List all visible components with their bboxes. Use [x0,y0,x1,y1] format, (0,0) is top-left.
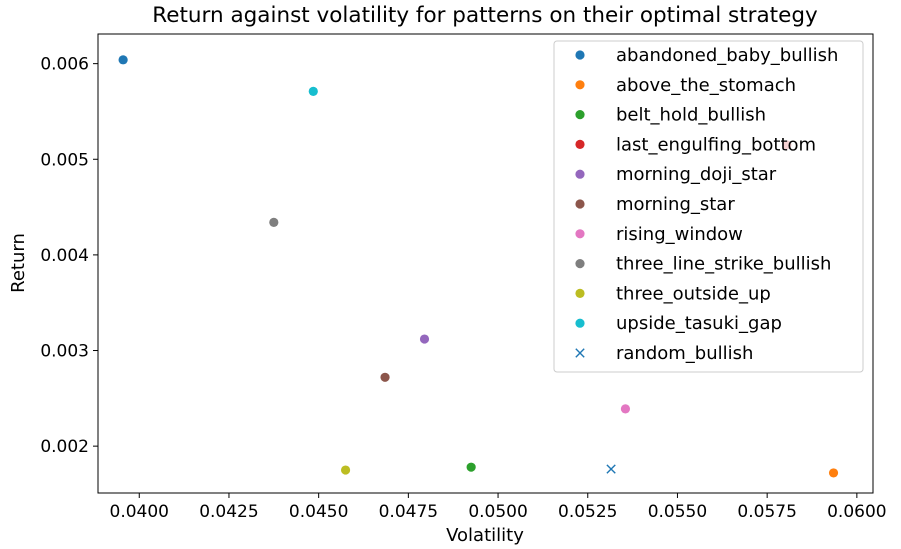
legend-marker [575,318,585,328]
y-tick-label: 0.002 [40,437,89,457]
data-point-upside-tasuki-gap [308,86,318,96]
legend-marker [575,110,585,120]
y-tick-label: 0.004 [40,246,89,266]
x-tick-label: 0.0575 [737,502,796,522]
data-point-three-outside-up [340,465,351,475]
x-axis: 0.0400 0.0425 0.0450 0.0475 0.0500 0.0525 0.05… [110,493,887,522]
legend-marker [575,139,585,149]
x-tick-label: 0.0425 [199,502,258,522]
legend-marker [575,229,585,239]
y-tick-label: 0.003 [40,342,89,362]
legend-label: morning_star [616,194,735,215]
data-point-rising-window [620,404,631,414]
data-point-morning-star [380,372,390,382]
legend-marker [575,199,585,209]
data-point-above-the-stomach [828,468,839,478]
data-point-three-line-strike-bullish [269,217,279,227]
legend: abandoned_baby_bullish above_the_stomachb… [553,40,864,373]
legend-label: belt_hold_bullish [616,105,766,126]
legend-label: last_engulfing_bottom [616,134,816,155]
x-tick-label: 0.0600 [827,502,886,522]
legend-label: rising_window [616,224,743,245]
plot-frame [97,33,874,494]
x-tick-label: 0.0475 [379,502,438,522]
chart-title: Return against volatility for patterns o… [152,3,818,28]
legend-label: upside_tasuki_gap [616,313,782,334]
legend-label: above_the_stomach [616,75,796,96]
data-point-belt-hold-bullish [466,462,476,472]
legend-marker [575,169,585,179]
x-tick-label: 0.0550 [648,502,707,522]
y-axis: 0.002 0.003 0.004 0.005 0.006 [40,55,98,457]
legend-box [553,40,864,373]
legend-marker [575,348,585,358]
legend-marker [575,288,585,298]
legend-label: three_outside_up [616,283,771,304]
x-tick-label: 0.0450 [289,502,348,522]
legend-label: abandoned_baby_bullish [616,45,838,66]
x-tick-label: 0.0500 [468,502,527,522]
legend-label: three_line_strike_bullish [616,254,831,275]
legend-marker [575,50,585,60]
data-point-morning-doji-star [419,334,430,344]
data-point-random-bullish [606,464,616,474]
x-tick-label: 0.0400 [110,502,169,522]
legend-marker [575,80,585,90]
legend-label: random_bullish [616,343,753,364]
data-point-abandoned-baby-bullish [118,55,128,65]
y-axis-label: Return [8,233,29,293]
legend-label: morning_doji_star [616,164,777,185]
x-tick-label: 0.0525 [558,502,617,522]
y-tick-label: 0.005 [40,150,89,170]
legend-marker [575,259,585,269]
x-axis-label: Volatility [446,525,524,546]
y-tick-label: 0.006 [40,55,89,75]
